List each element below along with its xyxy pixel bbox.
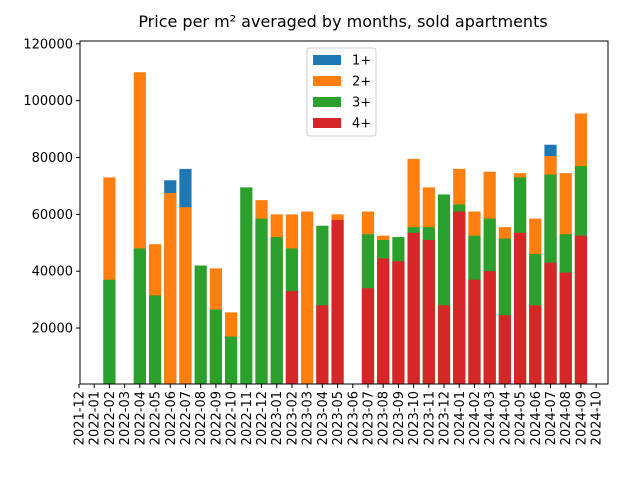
bar <box>148 295 162 384</box>
x-tick-label: 2024-01 <box>453 391 468 445</box>
bar <box>422 239 435 384</box>
x-tick-label: 2024-10 <box>590 391 605 445</box>
bar <box>498 315 511 384</box>
y-tick-label: 80000 <box>32 151 73 166</box>
y-tick-label: 20000 <box>32 322 73 337</box>
legend-box <box>306 47 377 137</box>
bar <box>529 305 542 384</box>
x-tick-label: 2022-01 <box>88 391 103 445</box>
x-tick-label: 2024-08 <box>559 391 574 445</box>
bar <box>240 187 253 384</box>
bar <box>331 220 344 384</box>
x-tick-label: 2022-04 <box>133 391 148 445</box>
x-tick-label: 2024-02 <box>468 391 483 445</box>
bar <box>453 211 466 384</box>
x-tick-label: 2023-02 <box>285 391 300 445</box>
bar <box>468 279 481 384</box>
bar <box>301 211 314 384</box>
x-tick-label: 2024-03 <box>483 391 498 445</box>
bar <box>179 207 192 384</box>
x-tick-label: 2022-09 <box>209 391 224 445</box>
x-tick-label: 2023-09 <box>392 391 407 445</box>
bar <box>377 258 390 384</box>
legend-label: 2+ <box>352 75 371 90</box>
x-tick-label: 2022-05 <box>149 391 164 445</box>
bar <box>361 288 375 384</box>
x-tick-label: 2022-10 <box>225 391 240 445</box>
x-tick-label: 2024-06 <box>529 391 544 445</box>
x-tick-label: 2022-02 <box>103 391 118 445</box>
x-tick-label: 2023-07 <box>361 391 376 445</box>
bar <box>407 232 420 384</box>
bar <box>164 193 177 384</box>
x-tick-label: 2023-01 <box>270 391 285 445</box>
bar <box>392 261 405 384</box>
x-tick-label: 2024-09 <box>574 391 589 445</box>
legend-swatch <box>313 76 341 86</box>
bar <box>194 265 207 384</box>
x-tick-label: 2023-08 <box>377 391 392 445</box>
x-tick-label: 2023-10 <box>407 391 422 445</box>
bar <box>270 237 283 384</box>
bar <box>255 218 268 384</box>
x-tick-label: 2023-06 <box>346 391 361 445</box>
x-tick-label: 2024-05 <box>514 391 529 445</box>
legend-swatch <box>313 118 341 128</box>
x-tick-label: 2022-07 <box>179 391 194 445</box>
legend-swatch <box>313 55 341 65</box>
x-tick-label: 2022-03 <box>118 391 133 445</box>
x-tick-label: 2022-08 <box>194 391 209 445</box>
x-tick-label: 2023-04 <box>316 391 331 445</box>
bar <box>133 248 146 384</box>
x-tick-label: 2024-07 <box>544 391 559 445</box>
bar <box>285 291 299 384</box>
bar <box>437 305 451 384</box>
y-tick-label: 120000 <box>23 37 73 52</box>
x-tick-label: 2023-11 <box>422 391 437 445</box>
y-tick-label: 40000 <box>32 265 73 280</box>
legend-label: 3+ <box>352 96 371 111</box>
x-tick-label: 2022-11 <box>240 391 255 445</box>
y-tick-label: 60000 <box>32 208 73 223</box>
x-tick-label: 2024-04 <box>498 391 513 445</box>
bar <box>483 271 496 384</box>
x-tick-label: 2023-05 <box>331 391 346 445</box>
bar <box>103 279 116 384</box>
legend-swatch <box>313 97 341 107</box>
x-tick-label: 2023-03 <box>301 391 316 445</box>
bar <box>574 235 588 384</box>
chart-title: Price per m² averaged by months, sold ap… <box>138 12 547 31</box>
y-tick-label: 100000 <box>23 94 73 109</box>
legend-label: 1+ <box>352 54 371 69</box>
bar <box>559 272 572 384</box>
bar <box>544 262 557 384</box>
bar <box>513 232 527 384</box>
bar <box>225 336 238 384</box>
x-tick-label: 2022-12 <box>255 391 270 445</box>
legend-label: 4+ <box>352 117 371 132</box>
x-tick-label: 2023-12 <box>438 391 453 445</box>
bar <box>209 309 222 384</box>
x-tick-label: 2021-12 <box>73 391 88 445</box>
bar <box>316 305 329 384</box>
axes-frame <box>79 40 609 385</box>
x-tick-label: 2022-06 <box>164 391 179 445</box>
